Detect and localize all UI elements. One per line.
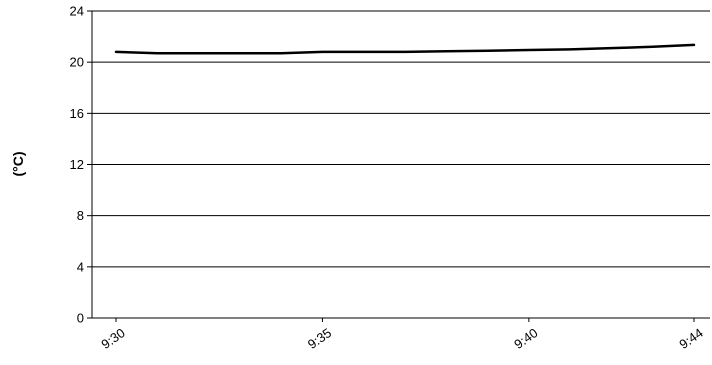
x-tick-label: 9:35 [305, 325, 334, 352]
x-tick-label: 9:30 [98, 325, 127, 352]
temperature-series-line [114, 43, 696, 55]
series-layer [114, 43, 696, 55]
y-tick-label: 12 [70, 157, 84, 172]
y-axis-title: (°C) [10, 151, 26, 176]
tick-labels: 0 4 8 12 16 20 24 9:30 9:35 9:40 9:44 [70, 4, 706, 352]
y-tick-label: 4 [77, 259, 84, 274]
x-tick-label: 9:44 [676, 325, 705, 352]
axes [87, 10, 710, 322]
y-tick-label: 16 [70, 106, 84, 121]
y-tick-label: 8 [77, 208, 84, 223]
x-tick-label: 9:40 [511, 325, 540, 352]
y-tick-label: 0 [77, 311, 84, 326]
y-tick-label: 24 [70, 4, 84, 19]
gridlines [92, 10, 710, 268]
y-tick-label: 20 [70, 55, 84, 70]
